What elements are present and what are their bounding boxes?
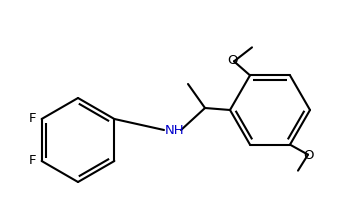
Text: F: F [29,154,37,168]
Text: F: F [29,113,37,125]
Text: O: O [228,54,238,67]
Text: NH: NH [165,124,185,138]
Text: O: O [304,149,314,162]
